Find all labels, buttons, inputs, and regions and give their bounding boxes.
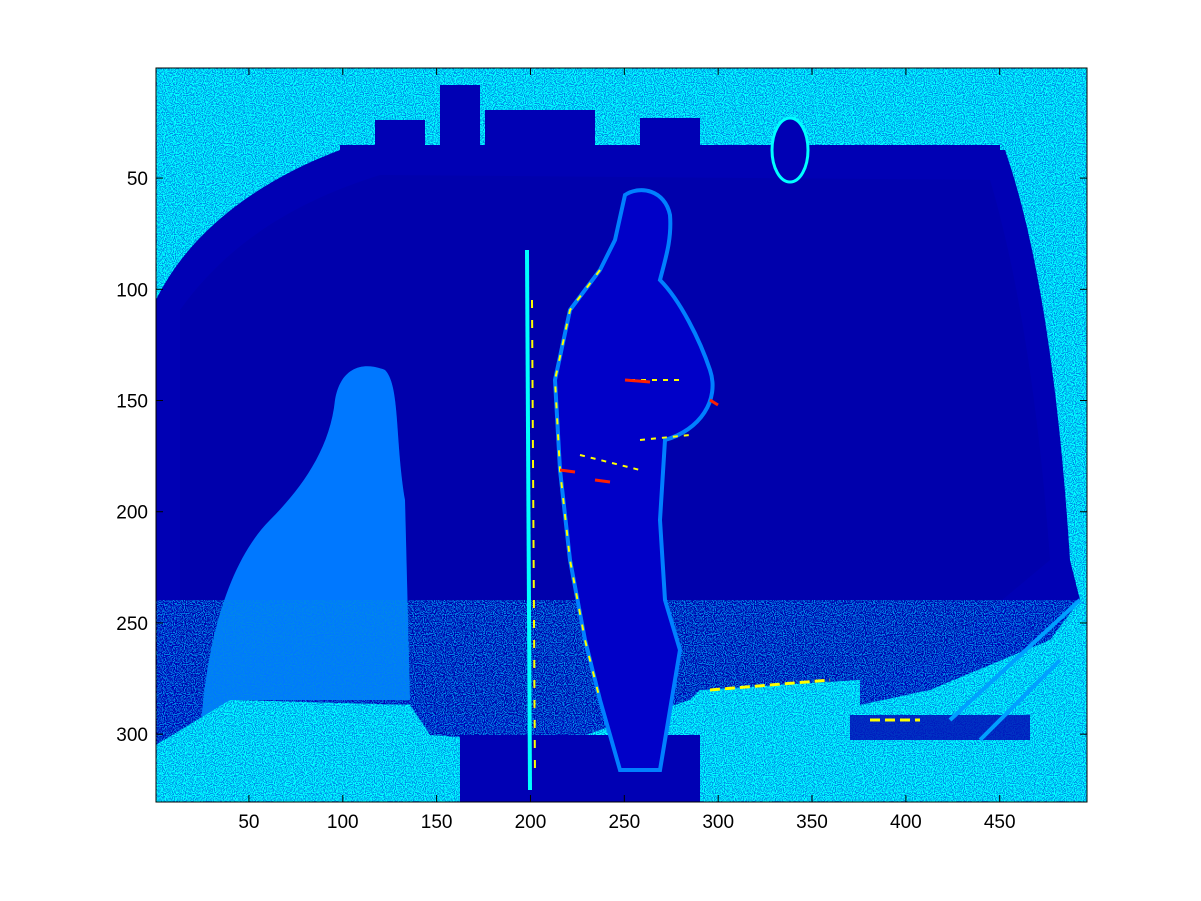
mic-stand-highlight — [531, 299, 536, 781]
plot-area — [156, 68, 1087, 802]
figure-arm-highlight — [579, 379, 691, 471]
top-notch — [440, 85, 480, 155]
x-tick-label: 200 — [515, 812, 547, 833]
figure-red-edges — [559, 378, 719, 484]
x-tick-label: 250 — [608, 812, 640, 833]
y-tick-label: 250 — [116, 614, 148, 635]
x-tick-label: 400 — [890, 812, 922, 833]
x-tick-label: 100 — [327, 812, 359, 833]
left-figure — [200, 366, 410, 740]
right-stand — [948, 598, 1082, 742]
standing-figure — [552, 188, 715, 772]
y-tick-label: 150 — [116, 392, 148, 413]
mic-stand — [525, 249, 532, 791]
left-figure-noise — [200, 366, 410, 740]
ground-noise — [156, 600, 1087, 802]
stage-edge-highlight — [709, 678, 920, 722]
top-box-3 — [640, 118, 700, 158]
x-tick-label: 50 — [238, 812, 259, 833]
top-oval — [770, 116, 810, 184]
x-tick-label: 150 — [421, 812, 453, 833]
x-tick-label: 350 — [796, 812, 828, 833]
top-box-1 — [375, 120, 425, 146]
y-axis-ticks: 50 100 150 200 250 300 — [116, 169, 1087, 746]
y-tick-label: 300 — [116, 725, 148, 746]
x-tick-label: 450 — [984, 812, 1016, 833]
x-tick-label: 300 — [702, 812, 734, 833]
x-axis-ticks: 50 100 150 200 250 300 350 400 450 — [238, 68, 1016, 833]
top-box-2 — [485, 110, 595, 165]
axes-box — [155, 67, 1088, 803]
y-tick-label: 200 — [116, 503, 148, 524]
y-tick-label: 100 — [116, 280, 148, 301]
y-tick-label: 50 — [127, 169, 148, 190]
